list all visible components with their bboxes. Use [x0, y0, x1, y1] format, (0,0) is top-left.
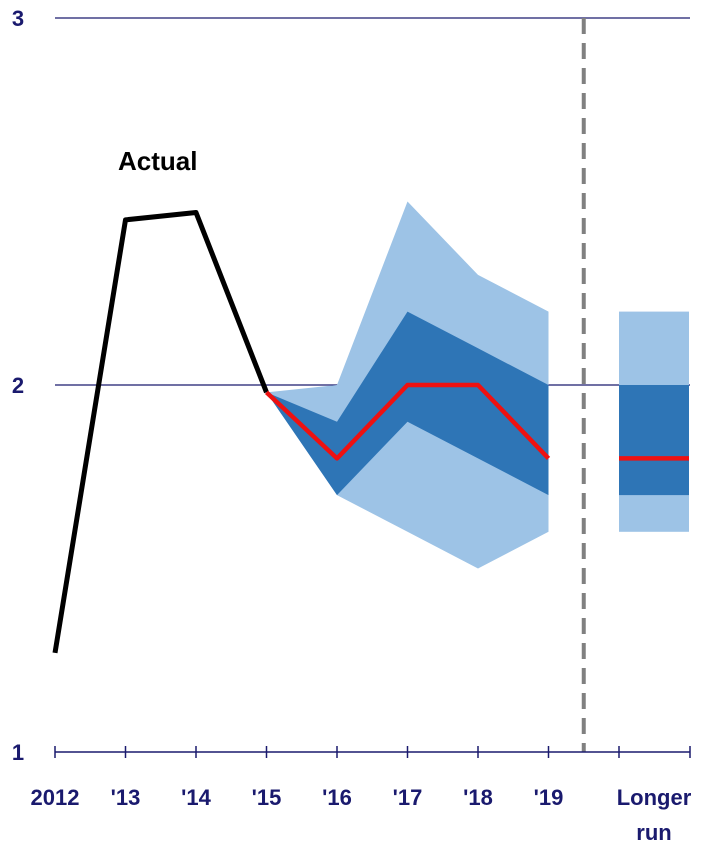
x-tick-label: '15: [252, 785, 282, 810]
x-tick-label: '18: [463, 785, 493, 810]
x-tick-label: '14: [181, 785, 211, 810]
median-line: [264, 382, 551, 461]
x-tick-label: 2012: [31, 785, 80, 810]
x-tick-label: '13: [111, 785, 141, 810]
x-tick-label: '19: [534, 785, 564, 810]
x-tick-label: '16: [322, 785, 352, 810]
inner-band: [266, 311, 549, 496]
line-layer: [52, 18, 689, 752]
y-tick-label: 3: [12, 6, 24, 31]
actual-series-label: Actual: [118, 146, 197, 176]
y-tick-label: 2: [12, 373, 24, 398]
actual-line: [52, 210, 269, 654]
x-tick-label: Longer: [617, 785, 692, 810]
x-tick-label: '17: [393, 785, 423, 810]
y-tick-label: 1: [12, 740, 24, 765]
x-tick-label: run: [636, 820, 671, 845]
axis-layer: 2012 '13 '14 '15 '16 '17 '18 '19 Longer run 1 2 3: [12, 6, 692, 845]
longer-run-inner-band: [619, 385, 689, 496]
